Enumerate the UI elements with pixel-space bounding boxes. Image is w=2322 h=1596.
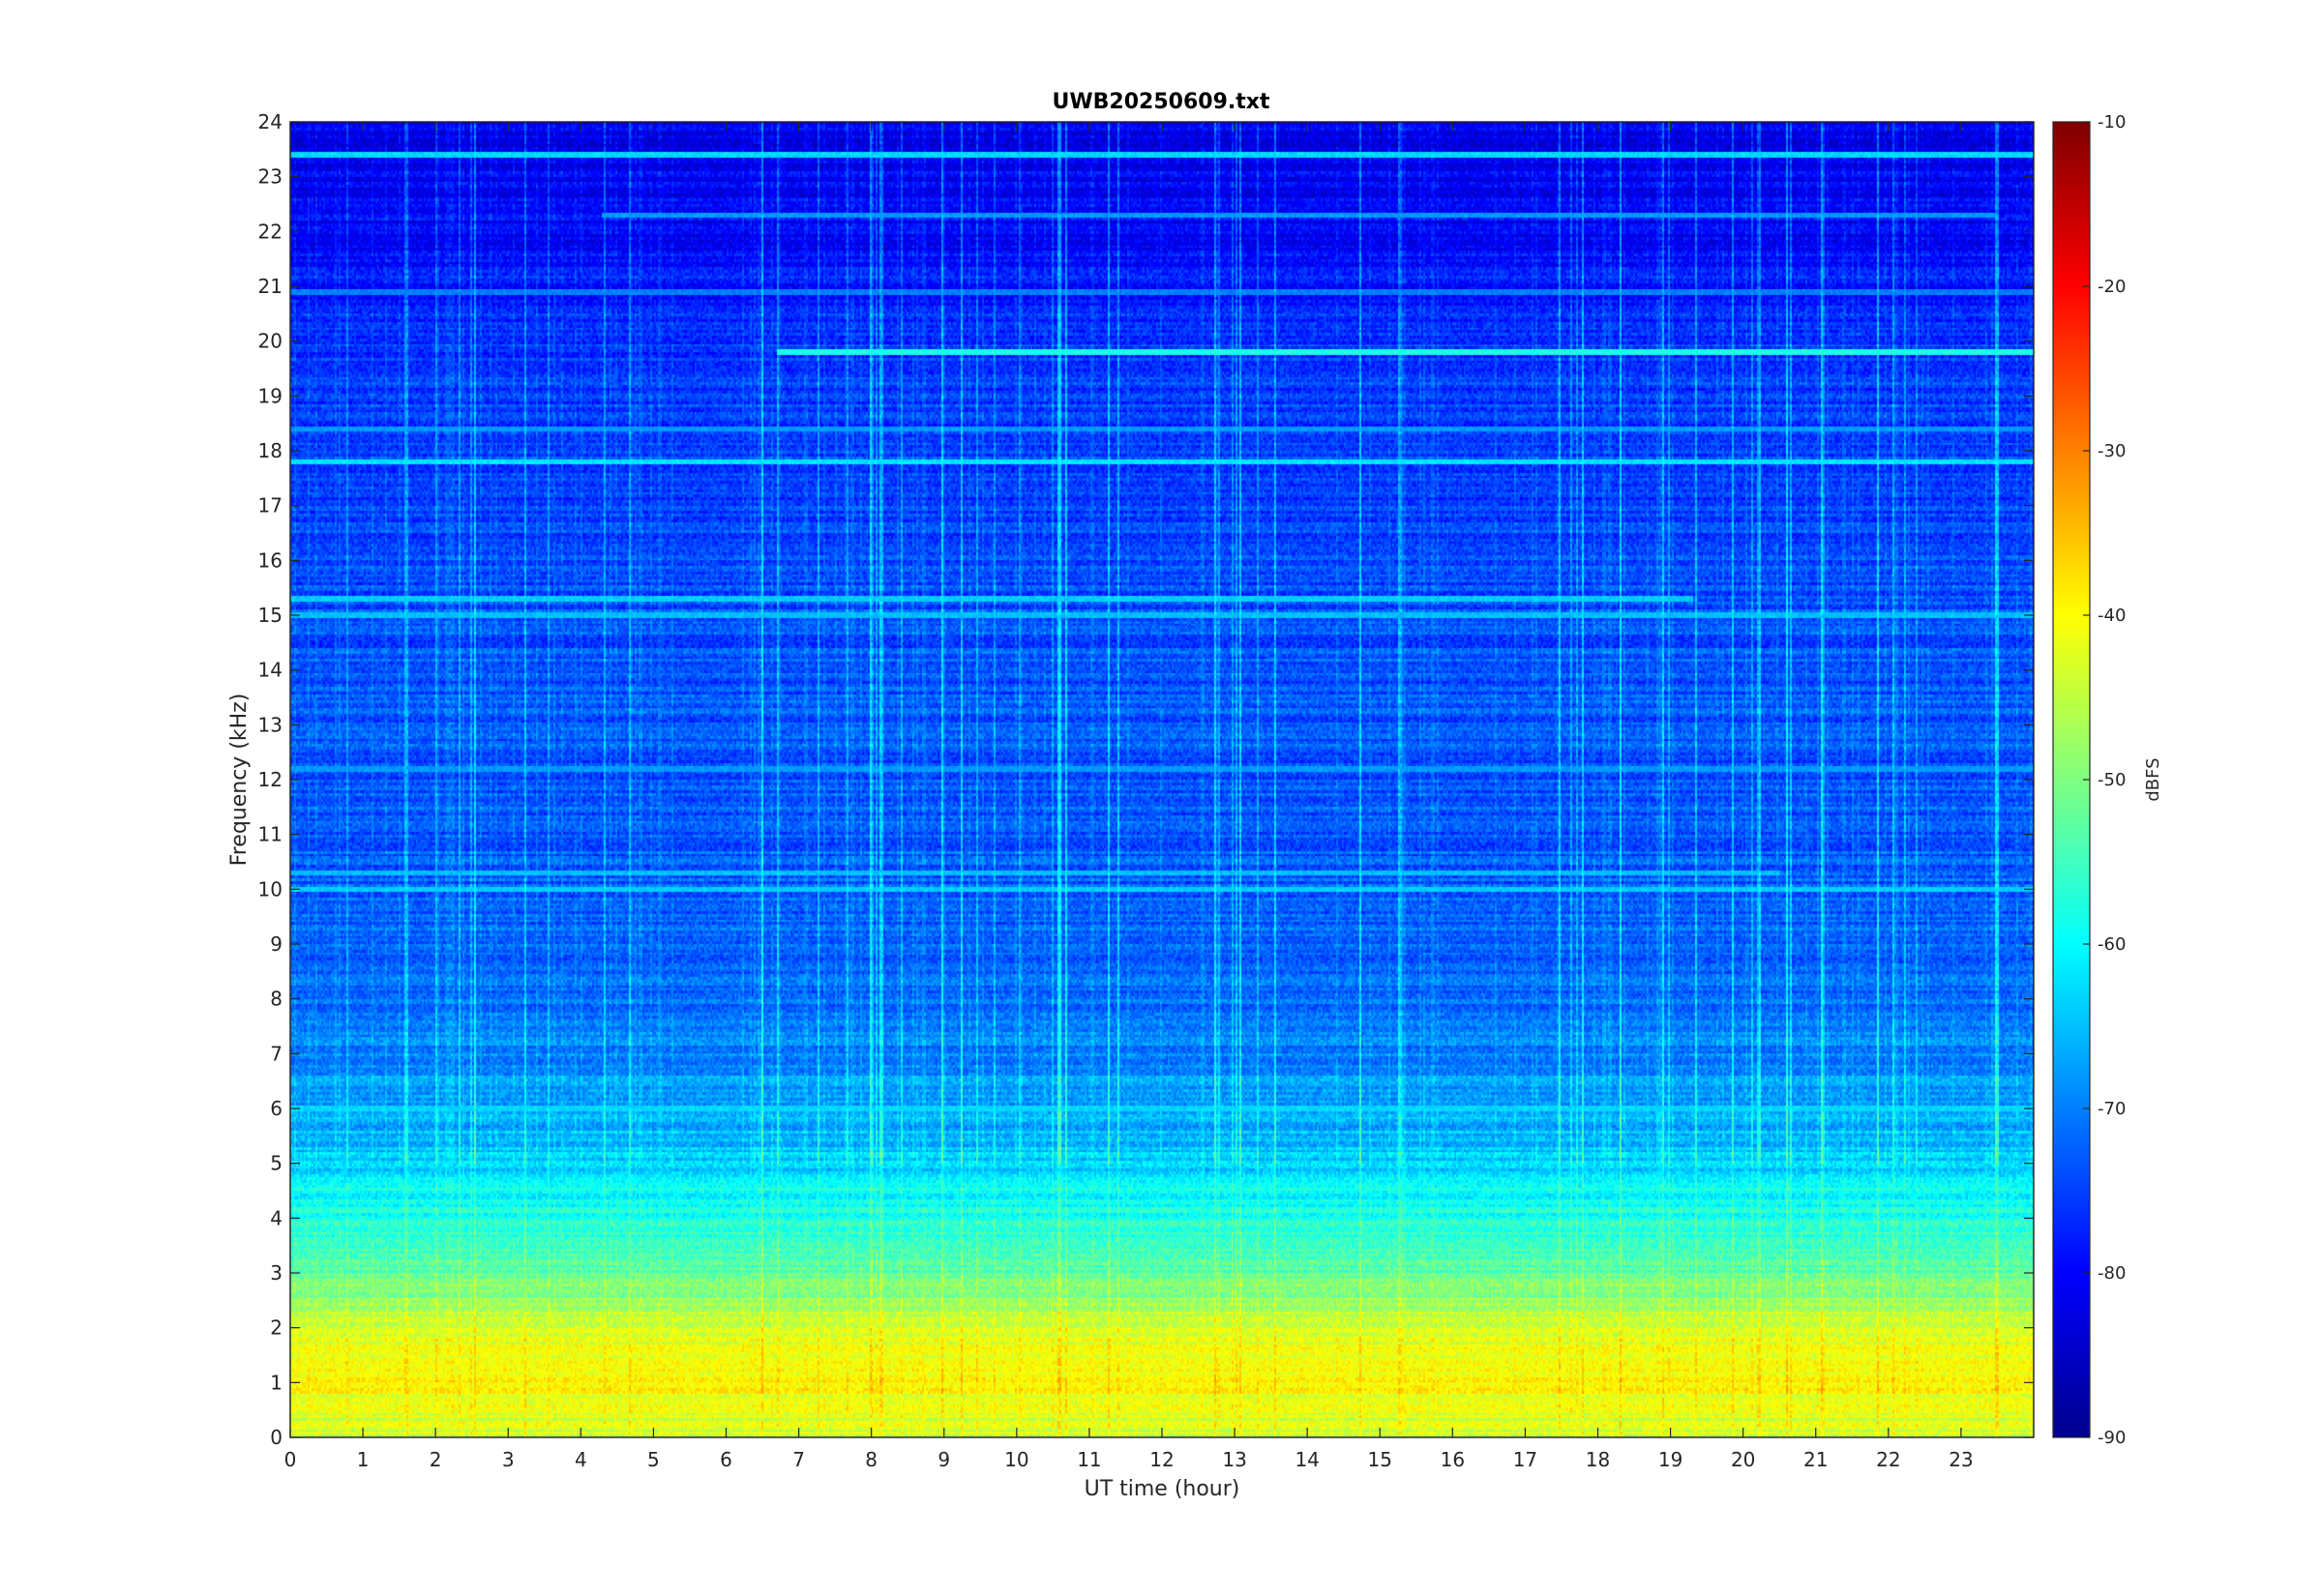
y-tick-label: 17 bbox=[258, 494, 283, 517]
plot-area bbox=[289, 121, 2035, 1438]
x-tick-label: 12 bbox=[1149, 1448, 1174, 1471]
y-tick-label: 20 bbox=[258, 330, 283, 353]
x-tick-label: 1 bbox=[357, 1448, 370, 1471]
x-tick-label: 9 bbox=[938, 1448, 950, 1471]
x-tick-label: 7 bbox=[792, 1448, 805, 1471]
colorbar-tick-label: -40 bbox=[2098, 606, 2126, 626]
x-tick-label: 19 bbox=[1658, 1448, 1682, 1471]
y-tick-label: 3 bbox=[270, 1261, 283, 1285]
colorbar-tick-label: -30 bbox=[2098, 441, 2126, 461]
x-tick-label: 23 bbox=[1949, 1448, 1973, 1471]
x-tick-label: 16 bbox=[1441, 1448, 1465, 1471]
colorbar-label: dBFS bbox=[2143, 757, 2163, 801]
y-tick-label: 14 bbox=[258, 659, 283, 682]
y-tick-label: 7 bbox=[270, 1042, 283, 1065]
y-tick-label: 4 bbox=[270, 1206, 283, 1229]
x-tick-label: 11 bbox=[1077, 1448, 1101, 1471]
colorbar-tick-label: -70 bbox=[2098, 1099, 2126, 1119]
x-tick-label: 20 bbox=[1731, 1448, 1755, 1471]
colorbar-tick-label: -80 bbox=[2098, 1263, 2126, 1284]
spectrogram-image bbox=[290, 122, 2034, 1437]
x-axis-label: UT time (hour) bbox=[1085, 1477, 1240, 1501]
colorbar-tick-label: -50 bbox=[2098, 770, 2126, 790]
x-tick-label: 5 bbox=[647, 1448, 660, 1471]
y-tick-label: 23 bbox=[258, 165, 283, 189]
y-tick-label: 9 bbox=[270, 932, 283, 956]
y-tick-label: 19 bbox=[258, 384, 283, 407]
colorbar-tick-label: -90 bbox=[2098, 1428, 2126, 1448]
x-tick-label: 13 bbox=[1222, 1448, 1246, 1471]
x-tick-label: 21 bbox=[1803, 1448, 1828, 1471]
x-tick-label: 22 bbox=[1876, 1448, 1900, 1471]
y-tick-label: 6 bbox=[270, 1097, 283, 1120]
x-tick-label: 4 bbox=[575, 1448, 587, 1471]
x-tick-label: 18 bbox=[1586, 1448, 1610, 1471]
x-tick-label: 15 bbox=[1368, 1448, 1392, 1471]
colorbar-tick-label: -10 bbox=[2098, 112, 2126, 133]
y-tick-label: 13 bbox=[258, 713, 283, 736]
x-tick-label: 3 bbox=[502, 1448, 515, 1471]
y-tick-label: 11 bbox=[258, 823, 283, 846]
x-tick-label: 10 bbox=[1004, 1448, 1028, 1471]
chart-title: UWB20250609.txt bbox=[1053, 90, 1270, 114]
x-axis: 0 1 2 3 4 5 6 7 8 9 10 11 12 13 14 15 16 17 18 19 20 21 22 23 bbox=[284, 122, 1974, 1471]
y-axis-label: Frequency (kHz) bbox=[227, 694, 252, 867]
y-tick-label: 5 bbox=[270, 1152, 283, 1175]
y-tick-label: 24 bbox=[258, 110, 283, 133]
y-tick-label: 21 bbox=[258, 275, 283, 298]
y-tick-label: 15 bbox=[258, 604, 283, 627]
y-tick-label: 18 bbox=[258, 439, 283, 462]
x-tick-label: 0 bbox=[284, 1448, 297, 1471]
x-tick-label: 2 bbox=[430, 1448, 442, 1471]
colorbar-ticks: -10 -20 -30 -40 -50 -60 -70 -80 -90 bbox=[2083, 112, 2126, 1448]
y-tick-label: 22 bbox=[258, 220, 283, 243]
colorbar: -10 -20 -30 -40 -50 -60 -70 -80 -90 dBFS bbox=[2052, 112, 2163, 1448]
x-tick-label: 6 bbox=[720, 1448, 732, 1471]
x-tick-label: 14 bbox=[1295, 1448, 1319, 1471]
y-tick-label: 16 bbox=[258, 548, 283, 572]
y-tick-label: 0 bbox=[270, 1426, 283, 1449]
colorbar-tick-label: -20 bbox=[2098, 277, 2126, 297]
y-tick-label: 1 bbox=[270, 1371, 283, 1394]
y-tick-label: 2 bbox=[270, 1316, 283, 1340]
y-tick-label: 10 bbox=[258, 877, 283, 901]
colorbar-tick-label: -60 bbox=[2098, 934, 2126, 955]
y-tick-label: 12 bbox=[258, 768, 283, 791]
x-tick-label: 8 bbox=[865, 1448, 878, 1471]
x-tick-label: 17 bbox=[1513, 1448, 1537, 1471]
y-tick-label: 8 bbox=[270, 988, 283, 1011]
